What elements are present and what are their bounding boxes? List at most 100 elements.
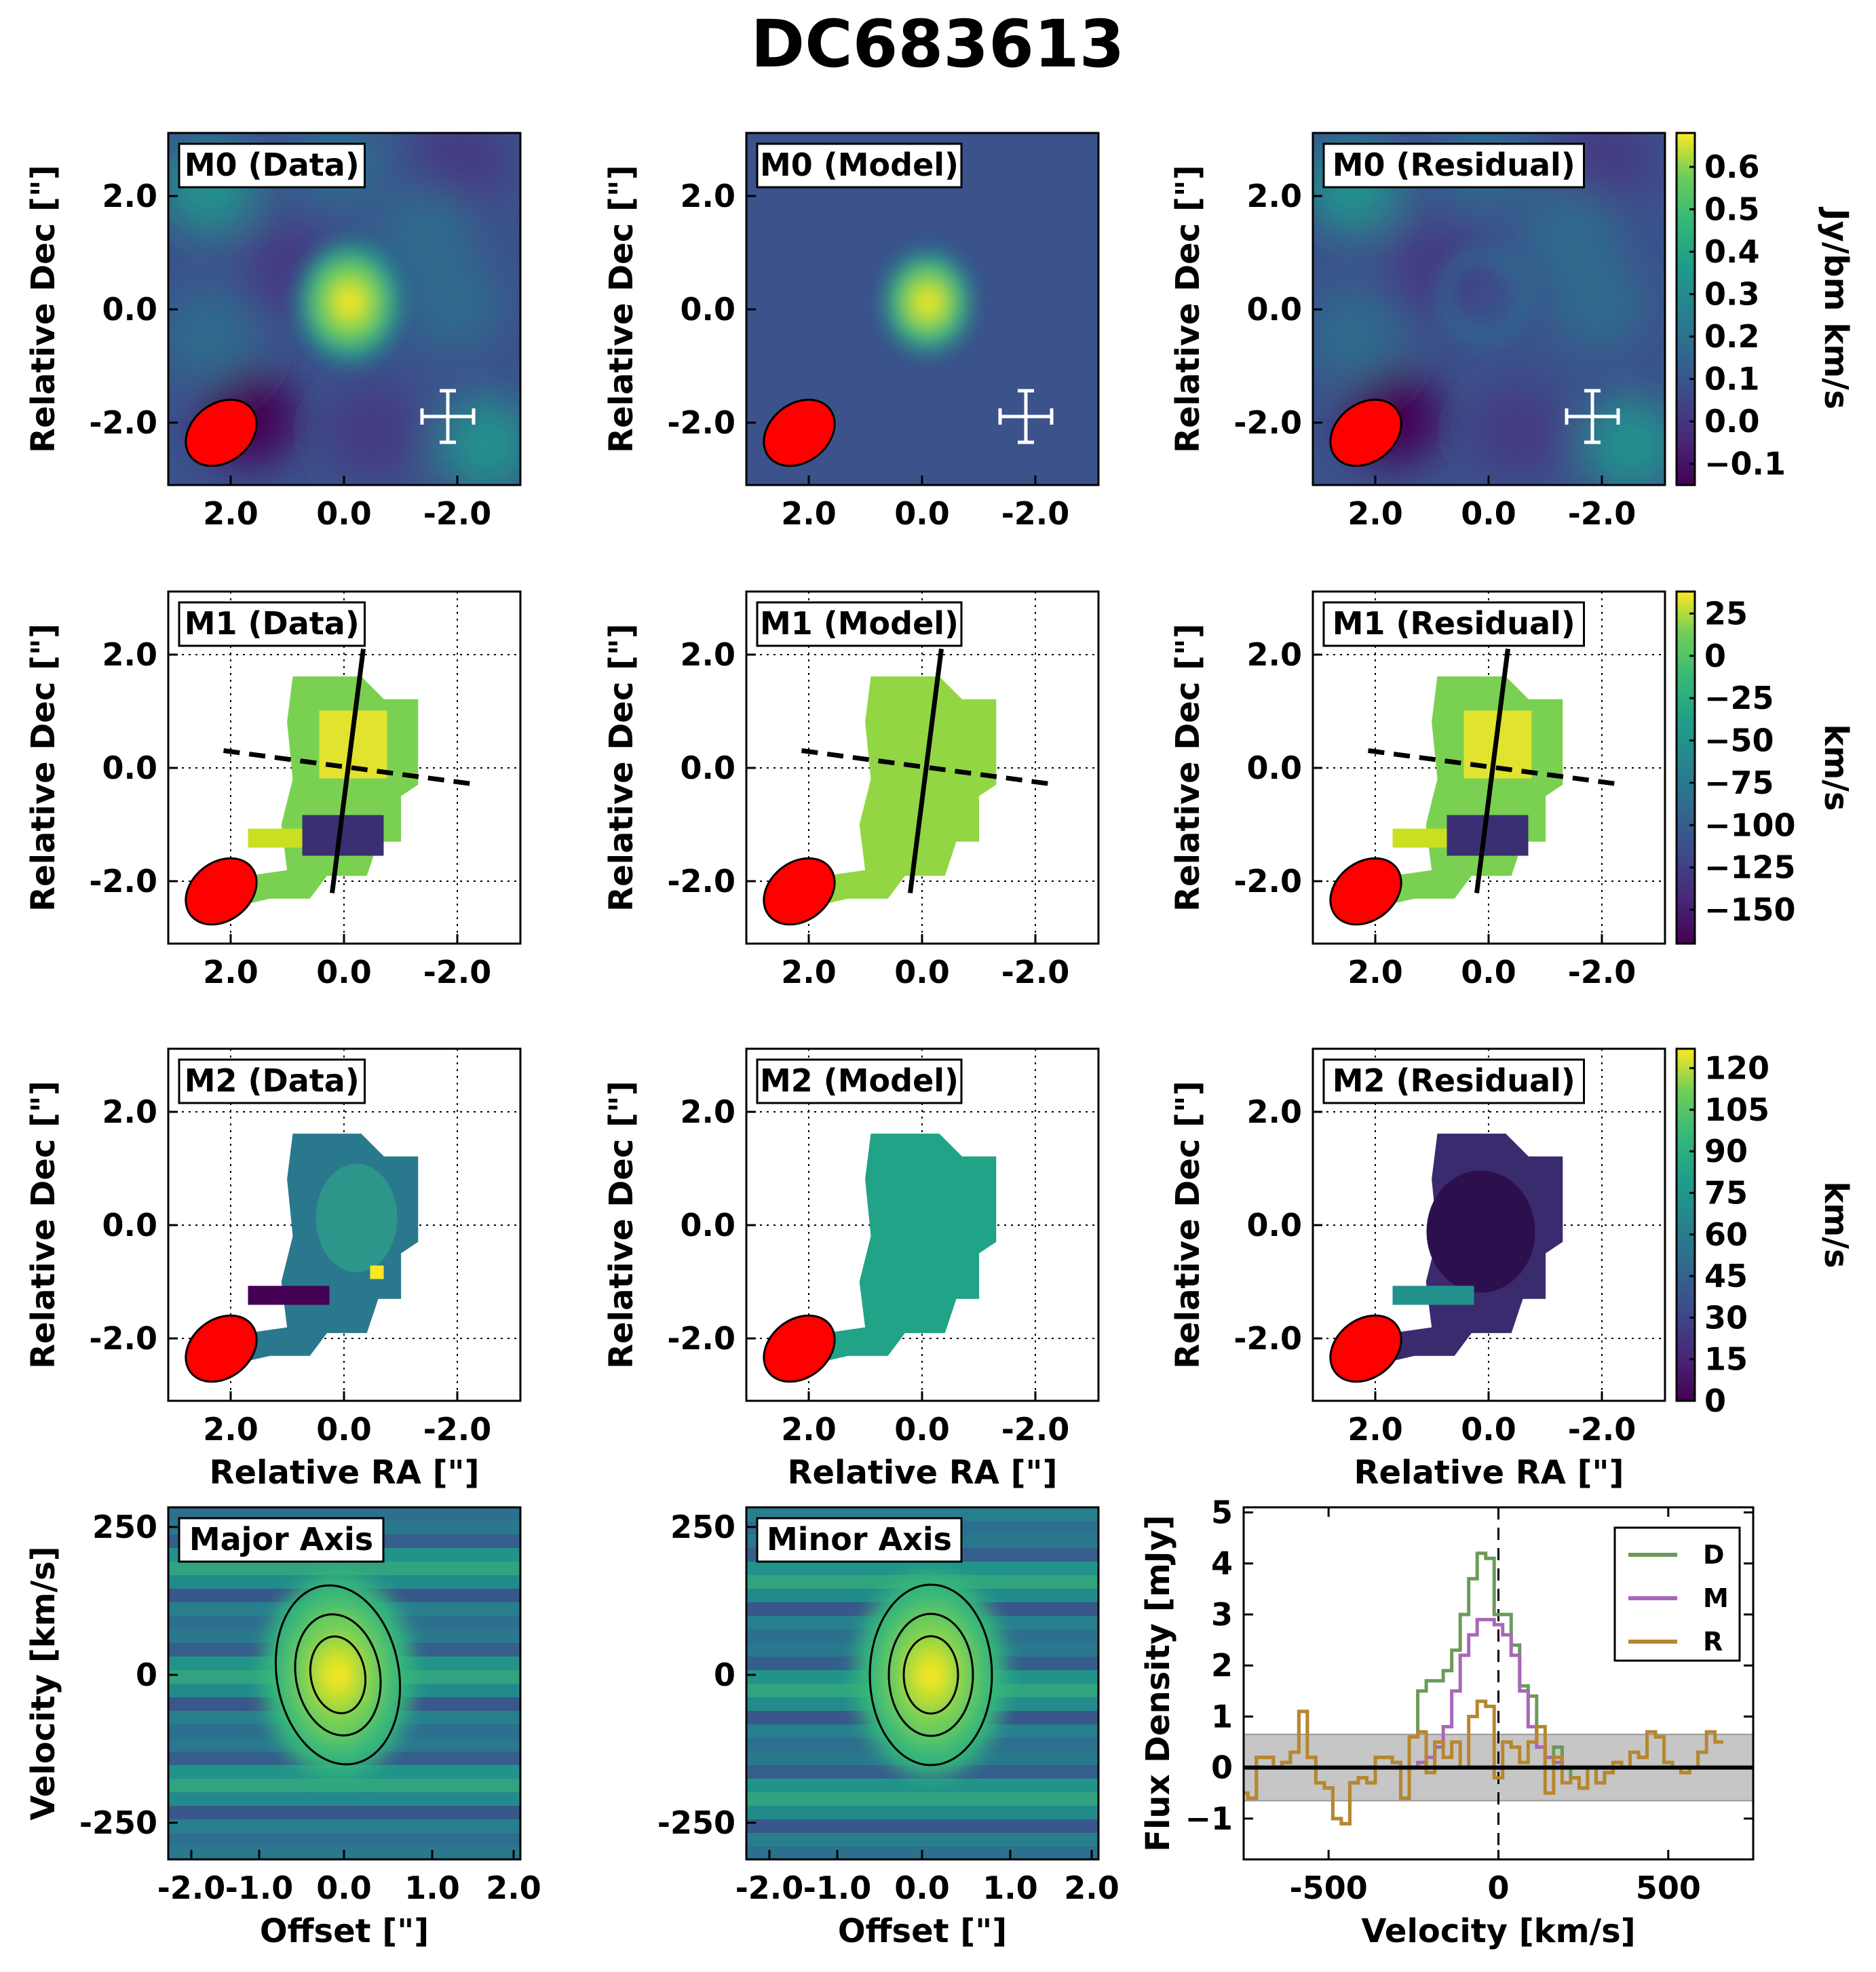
panel-label: M1 (Model) [760, 605, 959, 642]
y-tick-label: 1 [1211, 1698, 1233, 1735]
y-tick-label: 0 [1211, 1749, 1233, 1786]
panel-label: M2 (Residual) [1333, 1062, 1575, 1099]
panel-label: M2 (Model) [760, 1062, 959, 1099]
y-tick-label: 2.0 [102, 1094, 158, 1130]
colorbar-2: 120 105 90 75 60 45 30 15 0 km/s [1675, 1047, 1855, 1419]
y-tick-label: 2.0 [1247, 178, 1303, 214]
x-tick-label: -2.0 [1568, 954, 1636, 990]
moment-maps: M0 (Data) 2.0 0.0 -2.0 2.0 0.0 -2.0 Relative De… [24, 132, 1666, 1492]
x-tick-label: -2.0 [1568, 1411, 1636, 1448]
x-tick-label: 2.0 [203, 495, 259, 532]
panel-2-1: M2 (Model) 2.0 0.0 -2.0 2.0 0.0 -2.0 Relative D… [602, 1047, 1100, 1492]
panel-1-0: M1 (Data) 2.0 0.0 -2.0 2.0 0.0 -2.0 Relative De… [24, 590, 522, 990]
x-tick-label: 0 [1487, 1870, 1509, 1906]
x-tick-label: 2.0 [1347, 495, 1403, 532]
tick-labels: 2.0 0.0 -2.0 2.0 0.0 -2.0 [89, 1094, 491, 1448]
y-axis-label: Relative Dec ["] [24, 623, 62, 912]
panel-label: M1 (Residual) [1333, 605, 1575, 642]
y-tick-label: 250 [670, 1509, 735, 1545]
beam-ellipse [763, 398, 836, 467]
panel-image [168, 133, 520, 485]
panel-label-box [1322, 601, 1585, 647]
colorbar-tick-label: 120 [1704, 1050, 1769, 1087]
pv-label: Minor Axis [767, 1521, 952, 1558]
pv-contours [274, 1584, 402, 1766]
x-tick-label: -1.0 [225, 1870, 294, 1906]
pv-label-box [178, 1517, 385, 1563]
noise-field [168, 133, 520, 485]
error-cross [420, 389, 476, 444]
x-tick-label: 2.0 [781, 954, 837, 990]
colorbar-tick-label: 15 [1704, 1341, 1748, 1378]
beam-ellipse [763, 1314, 836, 1383]
colorbar-tick-label: 0.0 [1704, 403, 1760, 440]
colorbar-tick-label: 0 [1704, 638, 1726, 674]
y-tick-label: 0.0 [681, 750, 736, 786]
x-tick-label: 0.0 [894, 495, 950, 532]
tick-labels: 2.0 0.0 -2.0 2.0 0.0 -2.0 [89, 636, 491, 990]
legend-label-R: R [1703, 1627, 1723, 1657]
tick-labels: 2.0 0.0 -2.0 2.0 0.0 -2.0 [667, 1094, 1069, 1448]
legend-label-D: D [1703, 1540, 1725, 1570]
x-tick-label: 0.0 [894, 954, 950, 990]
y-tick-label: 0.0 [1247, 291, 1303, 328]
x-axis-label: Relative RA ["] [1354, 1454, 1624, 1492]
y-tick-label: 2.0 [1247, 1094, 1303, 1130]
colorbar-tick-label: −50 [1704, 722, 1774, 759]
panel-label: M2 (Data) [185, 1062, 360, 1099]
y-tick-label: 250 [92, 1509, 157, 1545]
x-tick-label: -2.0 [1001, 1411, 1070, 1448]
x-tick-label: 0.0 [1461, 1411, 1516, 1448]
x-tick-label: -2.0 [1568, 495, 1636, 532]
y-tick-label: 0.0 [1247, 1207, 1303, 1243]
tick-labels: 2.0 0.0 -2.0 2.0 0.0 -2.0 [1233, 178, 1636, 532]
y-tick-label: 3 [1211, 1596, 1233, 1633]
y-tick-label: -2.0 [1233, 404, 1302, 441]
x-axis-label: Velocity [km/s] [1361, 1912, 1635, 1950]
beam-ellipse [1329, 857, 1402, 926]
minor-axis-line [223, 748, 472, 786]
panel-image [1313, 592, 1665, 944]
emission-footprint [773, 1134, 997, 1373]
pv-contours [868, 1583, 993, 1766]
panel-label-box [756, 1058, 963, 1104]
colorbar-tick-label: 60 [1704, 1216, 1748, 1253]
x-axis-label: Offset ["] [838, 1912, 1007, 1950]
x-tick-label: 2.0 [781, 1411, 837, 1448]
y-tick-label: 0.0 [1247, 750, 1303, 786]
pv-panel-1: Minor Axis 250 0 -250-2.0 -1.0 0.0 1.0 2.0 Offse… [657, 1506, 1119, 1950]
pv-image [168, 1507, 520, 1859]
y-tick-label: -2.0 [667, 863, 735, 900]
major-axis-line [1474, 649, 1510, 893]
y-tick-label: 2.0 [1247, 636, 1303, 673]
x-tick-label: 2.0 [486, 1870, 541, 1906]
y-tick-label: 2.0 [681, 1094, 736, 1130]
y-tick-label: 0 [136, 1657, 157, 1693]
panel-label-box [756, 142, 963, 189]
colorbar-label: km/s [1817, 1181, 1855, 1268]
colorbar-tick-label: 45 [1704, 1258, 1748, 1294]
colorbar-gradient [1675, 132, 1696, 486]
panel-label: M0 (Data) [185, 147, 360, 183]
panel-label: M0 (Model) [760, 147, 959, 183]
x-tick-label: 2.0 [1347, 1411, 1403, 1448]
error-cross [998, 389, 1054, 444]
panel-2-0: M2 (Data) 2.0 0.0 -2.0 2.0 0.0 -2.0 Relative De… [24, 1047, 522, 1492]
x-axis-label: Relative RA ["] [787, 1454, 1057, 1492]
y-tick-label: 0.0 [681, 291, 736, 328]
panel-label-box [1322, 142, 1585, 189]
colorbar-tick-label: −100 [1704, 807, 1796, 843]
x-axis-label: Offset ["] [260, 1912, 429, 1950]
y-tick-label: 2.0 [102, 636, 158, 673]
panel-0-1: M0 (Model) 2.0 0.0 -2.0 2.0 0.0 -2.0 Relative D… [602, 132, 1100, 532]
colorbar-tick-label: 90 [1704, 1133, 1748, 1169]
beam-ellipse [1329, 1314, 1402, 1383]
source [296, 241, 403, 364]
colorbar-tick-label: 105 [1704, 1091, 1769, 1128]
axis-ticks: 5 4 3 2 1 0 −1 -500 0 500 [1185, 1494, 1753, 1906]
tick-labels: 2.0 0.0 -2.0 2.0 0.0 -2.0 [667, 178, 1069, 532]
x-tick-label: -2.0 [1001, 954, 1070, 990]
x-tick-label: 0.0 [316, 495, 372, 532]
x-tick-label: 2.0 [203, 1411, 259, 1448]
